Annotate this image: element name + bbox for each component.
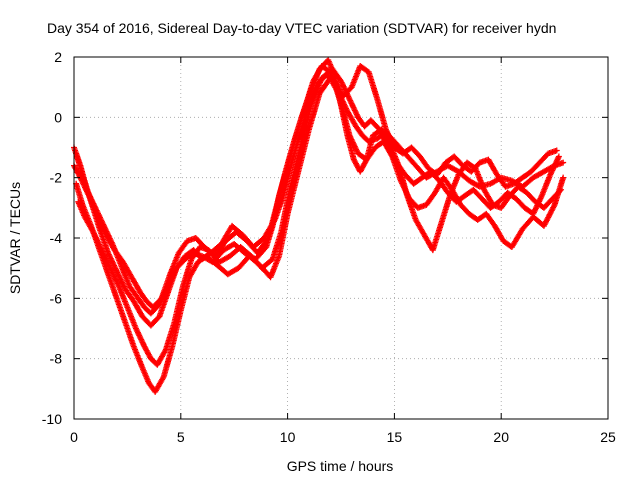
data-point <box>558 186 565 193</box>
data-point <box>555 153 562 160</box>
y-tick-label: -8 <box>50 351 63 367</box>
x-tick-label: 0 <box>70 429 78 445</box>
x-axis-label: GPS time / hours <box>287 458 394 474</box>
x-tick-label: 25 <box>600 429 616 445</box>
chart-title: Day 354 of 2016, Sidereal Day-to-day VTE… <box>47 20 556 36</box>
y-axis-label: SDTVAR / TECUs <box>7 182 23 294</box>
y-tick-label: 2 <box>54 49 62 65</box>
data-point <box>553 147 560 154</box>
series-track-4 <box>75 66 562 368</box>
series-track-5 <box>73 63 560 329</box>
y-tick-label: -2 <box>50 170 63 186</box>
axis-ticks: 0 5 10 15 20 25 -10 -8 -6 -4 -2 0 2 <box>42 49 616 445</box>
y-tick-label: -6 <box>50 290 63 306</box>
y-tick-label: -10 <box>42 411 62 427</box>
data-point <box>556 187 563 194</box>
data-point <box>560 174 567 181</box>
x-tick-label: 20 <box>493 429 509 445</box>
data-point <box>560 159 567 166</box>
data-points <box>71 57 567 395</box>
x-tick-label: 10 <box>280 429 296 445</box>
y-tick-label: 0 <box>54 109 62 125</box>
x-tick-label: 15 <box>387 429 403 445</box>
y-tick-label: -4 <box>50 230 63 246</box>
data-point <box>362 157 369 164</box>
x-tick-label: 5 <box>177 429 185 445</box>
